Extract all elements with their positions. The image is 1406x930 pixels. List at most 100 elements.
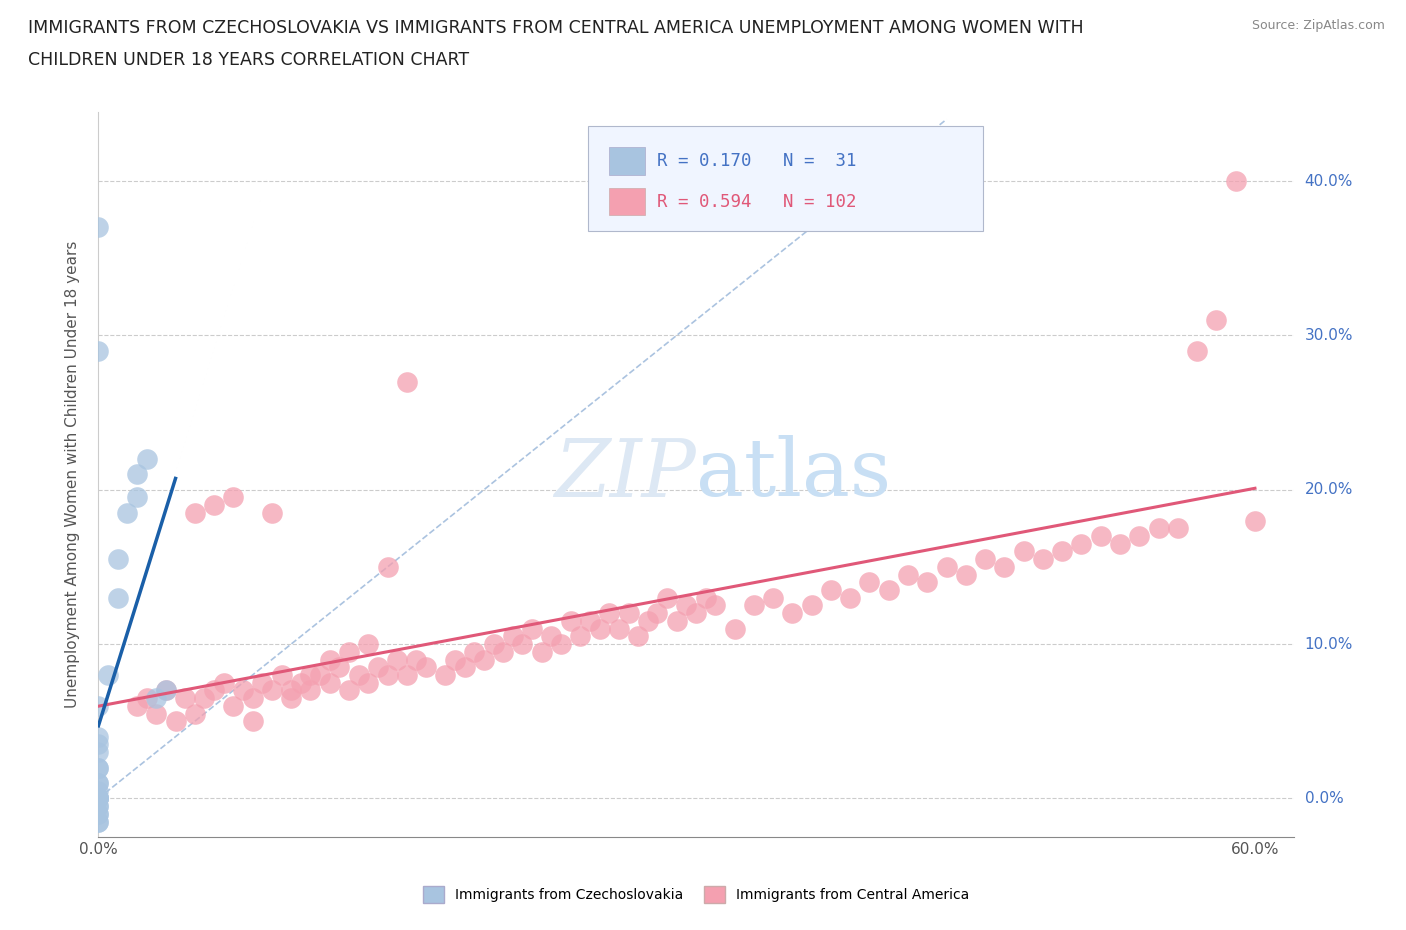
Point xyxy=(685,605,707,620)
Text: Source: ZipAtlas.com: Source: ZipAtlas.com xyxy=(1251,19,1385,32)
Point xyxy=(193,691,215,706)
Point xyxy=(704,598,727,613)
Point xyxy=(395,374,418,389)
Point xyxy=(569,629,592,644)
Point xyxy=(87,791,110,806)
Point xyxy=(117,505,139,520)
Point xyxy=(87,814,110,829)
Point xyxy=(328,659,350,674)
Point xyxy=(135,691,157,706)
Point xyxy=(357,675,380,690)
Point xyxy=(1147,521,1170,536)
Point xyxy=(97,668,120,683)
Point xyxy=(87,791,110,806)
Point xyxy=(347,668,370,683)
Point xyxy=(87,729,110,744)
Point xyxy=(512,637,534,652)
Point xyxy=(1185,343,1208,358)
Point xyxy=(270,668,292,683)
Point xyxy=(617,605,640,620)
Text: 30.0%: 30.0% xyxy=(1305,328,1353,343)
Point xyxy=(135,451,157,466)
Point xyxy=(87,745,110,760)
Point xyxy=(309,668,332,683)
Point xyxy=(579,614,602,629)
Point xyxy=(242,691,264,706)
Point xyxy=(1128,528,1150,543)
Point xyxy=(212,675,235,690)
Point xyxy=(588,621,610,636)
Point xyxy=(472,652,495,667)
Point xyxy=(155,683,177,698)
Point xyxy=(145,706,167,721)
Point xyxy=(232,683,254,698)
Point xyxy=(87,814,110,829)
Point xyxy=(222,698,245,713)
Point xyxy=(367,659,389,674)
FancyBboxPatch shape xyxy=(589,126,983,232)
Point xyxy=(87,776,110,790)
Point xyxy=(87,760,110,775)
Point xyxy=(858,575,880,590)
Point xyxy=(87,791,110,806)
Point xyxy=(87,737,110,751)
Point xyxy=(87,760,110,775)
Point xyxy=(395,668,418,683)
Point xyxy=(87,791,110,806)
Bar xyxy=(609,147,644,175)
Text: R = 0.170   N =  31: R = 0.170 N = 31 xyxy=(657,152,856,170)
Point xyxy=(87,343,110,358)
Point xyxy=(1012,544,1035,559)
Point xyxy=(463,644,485,659)
Point xyxy=(174,691,197,706)
Y-axis label: Unemployment Among Women with Children Under 18 years: Unemployment Among Women with Children U… xyxy=(65,241,80,708)
Point xyxy=(377,668,399,683)
Point xyxy=(993,560,1015,575)
Point xyxy=(87,799,110,814)
Point xyxy=(290,675,312,690)
Text: 0.0%: 0.0% xyxy=(1305,790,1343,806)
Point xyxy=(87,219,110,234)
Point xyxy=(385,652,409,667)
Point xyxy=(125,467,148,482)
Point xyxy=(723,621,745,636)
Point xyxy=(453,659,475,674)
Text: ZIP: ZIP xyxy=(554,435,696,513)
Point xyxy=(125,490,148,505)
Point xyxy=(695,591,717,605)
Point xyxy=(935,560,957,575)
Point xyxy=(1205,312,1227,327)
Point xyxy=(280,683,302,698)
Point xyxy=(299,668,322,683)
Point xyxy=(260,683,283,698)
Text: 10.0%: 10.0% xyxy=(1305,636,1353,652)
Point xyxy=(502,629,524,644)
Point xyxy=(762,591,785,605)
Text: R = 0.594   N = 102: R = 0.594 N = 102 xyxy=(657,193,856,210)
Point xyxy=(1244,513,1267,528)
Point xyxy=(1090,528,1112,543)
Point xyxy=(598,605,620,620)
Point xyxy=(1225,174,1247,189)
Point xyxy=(1109,537,1132,551)
Point xyxy=(87,806,110,821)
Point xyxy=(560,614,582,629)
Point xyxy=(540,629,562,644)
Point xyxy=(955,567,977,582)
Point xyxy=(280,691,302,706)
Point xyxy=(252,675,274,690)
Point xyxy=(647,605,669,620)
Point xyxy=(260,505,283,520)
Point xyxy=(405,652,427,667)
Point xyxy=(107,551,129,566)
Point xyxy=(520,621,543,636)
Point xyxy=(607,621,630,636)
Point xyxy=(415,659,437,674)
Point xyxy=(655,591,678,605)
Point xyxy=(482,637,505,652)
Point xyxy=(184,706,207,721)
Point xyxy=(87,806,110,821)
Point xyxy=(1032,551,1054,566)
Text: IMMIGRANTS FROM CZECHOSLOVAKIA VS IMMIGRANTS FROM CENTRAL AMERICA UNEMPLOYMENT A: IMMIGRANTS FROM CZECHOSLOVAKIA VS IMMIGR… xyxy=(28,19,1084,36)
Point xyxy=(299,683,322,698)
